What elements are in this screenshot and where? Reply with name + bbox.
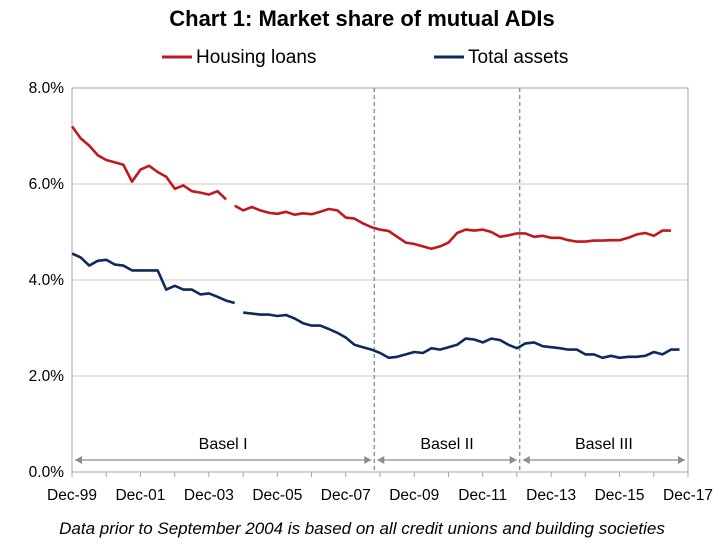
total-assets-line xyxy=(71,252,236,305)
total-assets-line xyxy=(243,311,680,360)
legend-label: Housing loans xyxy=(196,47,316,68)
period-arrow-head xyxy=(377,456,385,464)
x-tick-label: Dec-17 xyxy=(663,487,713,504)
housing-loans-line xyxy=(71,125,227,201)
period-label: Basel II xyxy=(420,436,473,453)
period-arrow-head xyxy=(678,456,685,464)
x-tick-label: Dec-01 xyxy=(115,487,165,504)
legend: Housing loans Total assets xyxy=(162,47,568,68)
x-tick-label: Dec-99 xyxy=(47,487,97,504)
chart-title: Chart 1: Market share of mutual ADIs xyxy=(169,6,555,31)
x-tick-label: Dec-03 xyxy=(184,487,234,504)
y-tick-label: 4.0% xyxy=(29,272,65,289)
y-tick-label: 0.0% xyxy=(29,464,65,481)
x-tick-label: Dec-07 xyxy=(321,487,371,504)
y-tick-label: 6.0% xyxy=(29,176,65,193)
period-arrow-head xyxy=(522,456,530,464)
legend-label: Total assets xyxy=(468,47,568,68)
period-arrow-head xyxy=(364,456,372,464)
period-label: Basel III xyxy=(575,436,633,453)
x-tick-label: Dec-11 xyxy=(458,487,507,504)
plot-area: 0.0% 2.0% 4.0% 6.0% 8.0% Dec-99 Dec-01 Dec-03 De… xyxy=(29,80,713,504)
x-tick-label: Dec-15 xyxy=(595,487,645,504)
period-label: Basel I xyxy=(199,436,248,453)
period-arrow-head xyxy=(75,456,82,464)
y-tick-label: 8.0% xyxy=(29,80,65,97)
x-tick-label: Dec-13 xyxy=(526,487,576,504)
x-tick-label: Dec-05 xyxy=(252,487,302,504)
x-tick-label: Dec-09 xyxy=(389,487,439,504)
period-arrow-head xyxy=(509,456,517,464)
y-tick-label: 2.0% xyxy=(29,368,65,385)
footnote: Data prior to September 2004 is based on… xyxy=(59,519,665,538)
housing-loans-line xyxy=(234,204,671,251)
